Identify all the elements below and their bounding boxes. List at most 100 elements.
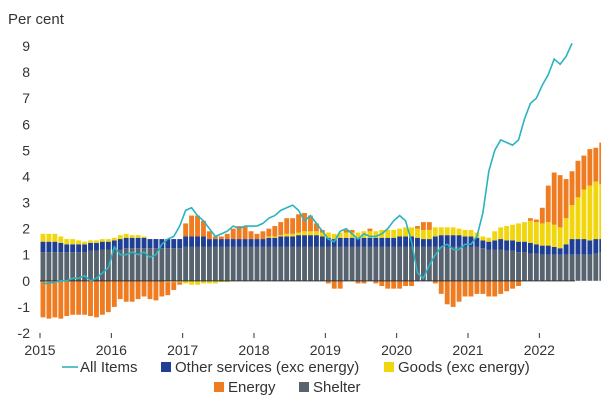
bar-other-services bbox=[99, 241, 105, 250]
bar-energy bbox=[308, 215, 313, 232]
bar-energy bbox=[397, 280, 403, 289]
legend-label-all-items: All Items bbox=[80, 359, 138, 376]
bar-goods bbox=[171, 280, 177, 283]
bar-energy bbox=[141, 280, 147, 297]
bar-other-services bbox=[533, 244, 539, 254]
bar-other-services bbox=[296, 235, 302, 247]
bar-other-services bbox=[206, 239, 212, 247]
bar-energy bbox=[468, 280, 474, 297]
bar-energy bbox=[361, 280, 367, 284]
bar-other-services bbox=[105, 241, 111, 250]
bar-shelter bbox=[527, 253, 533, 281]
bar-other-services bbox=[46, 241, 52, 253]
y-axis-label: Per cent bbox=[8, 11, 65, 28]
y-axis-ticks: 9 8 7 6 5 4 3 2 1 0 -1 -2 bbox=[18, 38, 31, 341]
bar-goods bbox=[141, 236, 147, 238]
bar-energy bbox=[391, 280, 397, 289]
bar-other-services bbox=[88, 242, 93, 251]
bar-energy bbox=[575, 160, 581, 198]
bar-goods bbox=[195, 280, 200, 285]
bar-goods bbox=[105, 239, 111, 242]
bar-energy bbox=[129, 280, 135, 302]
y-tick-label: 2 bbox=[22, 221, 30, 237]
bar-goods bbox=[224, 280, 230, 283]
bar-other-services bbox=[177, 239, 183, 249]
bar-goods bbox=[462, 229, 468, 237]
legend-swatch-energy bbox=[214, 382, 224, 392]
bar-energy bbox=[325, 280, 331, 284]
bar-shelter bbox=[551, 254, 557, 281]
bar-energy bbox=[593, 147, 599, 182]
bar-energy bbox=[355, 280, 361, 284]
bar-energy bbox=[254, 233, 260, 240]
bar-shelter bbox=[290, 246, 296, 281]
bar-energy bbox=[159, 280, 165, 297]
bar-energy bbox=[46, 280, 52, 319]
bar-other-services bbox=[331, 239, 337, 247]
bar-shelter bbox=[379, 246, 385, 281]
bar-other-services bbox=[94, 242, 99, 251]
bar-goods bbox=[533, 222, 539, 245]
bar-shelter bbox=[212, 246, 218, 281]
bar-shelter bbox=[373, 246, 379, 281]
bar-goods bbox=[409, 227, 414, 237]
bar-other-services bbox=[70, 244, 76, 253]
bar-goods bbox=[539, 223, 545, 246]
y-tick-label: 8 bbox=[22, 64, 30, 80]
bar-goods bbox=[527, 220, 533, 243]
bar-other-services bbox=[438, 235, 444, 247]
bar-other-services bbox=[581, 239, 587, 255]
bar-energy bbox=[230, 228, 236, 240]
bar-other-services bbox=[563, 244, 569, 255]
bar-energy bbox=[296, 214, 302, 233]
bar-goods bbox=[218, 280, 224, 283]
bar-shelter bbox=[82, 252, 88, 281]
bar-energy bbox=[551, 172, 557, 225]
bar-energy bbox=[284, 218, 290, 234]
bar-other-services bbox=[236, 239, 242, 247]
bar-other-services bbox=[325, 237, 331, 247]
x-tick-label: 2015 bbox=[24, 342, 55, 358]
bar-energy bbox=[450, 280, 456, 307]
bar-goods bbox=[385, 229, 391, 238]
bar-goods bbox=[563, 218, 569, 245]
bar-energy bbox=[82, 280, 88, 315]
bar-energy bbox=[373, 280, 379, 284]
bar-other-services bbox=[420, 239, 426, 247]
x-tick-label: 2017 bbox=[167, 342, 198, 358]
bar-goods bbox=[337, 232, 343, 238]
bar-shelter bbox=[242, 246, 248, 281]
bar-other-services bbox=[373, 237, 379, 247]
bar-goods bbox=[343, 232, 349, 238]
bar-shelter bbox=[397, 246, 403, 281]
bar-other-services bbox=[183, 236, 189, 247]
bar-energy bbox=[111, 280, 117, 307]
bar-goods bbox=[480, 236, 486, 241]
bar-energy bbox=[557, 175, 563, 228]
bar-energy bbox=[409, 280, 414, 287]
bar-energy bbox=[40, 280, 46, 318]
bar-goods bbox=[99, 239, 105, 242]
bar-goods bbox=[432, 227, 438, 237]
bar-shelter bbox=[76, 252, 82, 281]
bar-other-services bbox=[135, 237, 141, 249]
bar-shelter bbox=[64, 252, 70, 281]
legend-label-energy: Energy bbox=[228, 379, 276, 396]
legend-label-goods: Goods (exc energy) bbox=[398, 359, 530, 376]
bar-energy bbox=[426, 222, 432, 230]
bar-shelter bbox=[266, 246, 272, 281]
bar-energy bbox=[480, 280, 486, 294]
bar-goods bbox=[117, 235, 123, 240]
bar-other-services bbox=[516, 241, 521, 253]
bar-energy bbox=[236, 226, 242, 240]
bar-shelter bbox=[510, 250, 516, 281]
bar-energy bbox=[64, 280, 70, 317]
bar-goods bbox=[290, 233, 296, 237]
bar-energy bbox=[278, 222, 284, 236]
y-tick-label: -2 bbox=[18, 325, 31, 341]
bar-energy bbox=[260, 231, 266, 240]
bar-shelter bbox=[70, 252, 76, 281]
bar-goods bbox=[420, 229, 426, 240]
bar-energy bbox=[403, 280, 409, 287]
